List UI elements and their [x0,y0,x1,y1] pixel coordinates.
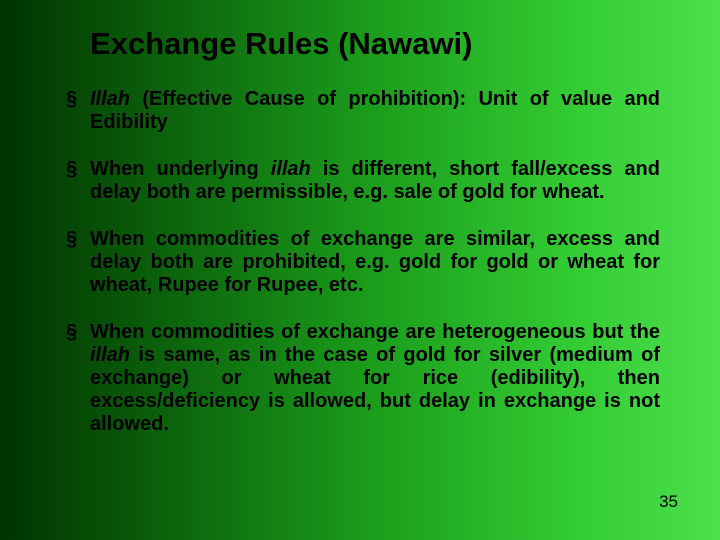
bullet-text-italic: Illah [90,88,130,110]
slide-container: Exchange Rules (Nawawi) Illah (Effective… [0,0,720,540]
bullet-item: When commodities of exchange are similar… [60,228,660,297]
bullet-text-pre: When commodities of exchange are similar… [90,228,660,296]
slide-number: 35 [659,492,678,512]
bullet-text-pre: When commodities of exchange are heterog… [90,321,660,343]
bullet-item: When commodities of exchange are heterog… [60,321,660,436]
bullet-text-pre: When underlying [90,158,271,180]
bullet-item: When underlying illah is different, shor… [60,158,660,204]
bullet-text-italic: illah [90,344,130,366]
slide-title: Exchange Rules (Nawawi) [90,26,660,62]
bullet-text-italic: illah [271,158,311,180]
bullet-text-mid: is same, as in the case of gold for silv… [90,344,660,435]
bullet-item: Illah (Effective Cause of prohibition): … [60,88,660,134]
bullet-list: Illah (Effective Cause of prohibition): … [60,88,660,436]
bullet-text-mid: (Effective Cause of prohibition): Unit o… [90,88,660,133]
